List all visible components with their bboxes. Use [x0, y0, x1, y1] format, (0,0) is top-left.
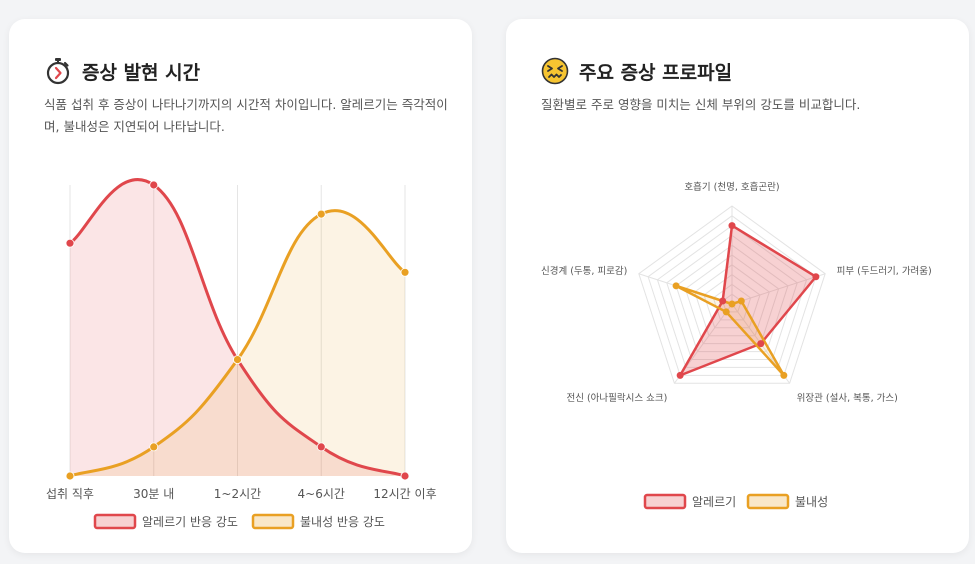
radar-grid-ring — [656, 224, 808, 368]
line-series-1 — [69, 178, 406, 478]
line-point[interactable] — [149, 442, 159, 452]
line-point[interactable] — [400, 471, 410, 481]
radar-axis-label: 위장관 (설사, 복통, 가스) — [797, 392, 898, 404]
line-point[interactable] — [233, 355, 242, 365]
stopwatch-icon — [46, 58, 70, 85]
x-tick-label: 4~6시간 — [298, 487, 345, 501]
radar-legend-item-2[interactable]: 불내성 — [746, 493, 828, 510]
line-point[interactable] — [400, 267, 410, 277]
radar-legend-item-1[interactable]: 알레르기 — [643, 493, 736, 510]
line-point[interactable] — [149, 180, 159, 190]
symptom-profile-card: 주요 증상 프로파일 질환별로 주로 영향을 미치는 신체 부위의 강도를 비교… — [506, 19, 969, 553]
line-point[interactable] — [65, 238, 75, 248]
confounded-face-icon — [541, 57, 569, 85]
onset-title-text: 증상 발현 시간 — [82, 61, 201, 84]
x-tick-label: 12시간 이후 — [373, 487, 436, 501]
line-area-series-2 — [70, 210, 405, 477]
radar-point[interactable] — [728, 300, 736, 308]
line-point[interactable] — [65, 471, 75, 481]
onset-card-title: 증상 발현 시간 — [44, 57, 200, 85]
line-series-2 — [69, 209, 406, 478]
radar-point[interactable] — [672, 282, 680, 290]
legend-label: 불내성 반응 강도 — [300, 515, 385, 529]
radar-point[interactable] — [719, 297, 727, 305]
onset-line-chart: 섭취 직후 30분 내 1~2시간 4~6시간 12시간 이후 알레르기 반응 강도 불내… — [46, 178, 437, 530]
radar-point[interactable] — [812, 273, 820, 281]
radar-grid-ring — [666, 234, 798, 360]
radar-axis-label: 피부 (두드러기, 가려움) — [837, 265, 932, 277]
symptom-onset-card: 증상 발현 시간 식품 섭취 후 증상이 나타나기까지의 시간적 차이입니다. … — [9, 19, 472, 553]
legend-swatch — [251, 513, 295, 530]
legend-swatch — [746, 493, 790, 510]
profile-card-title: 주요 증상 프로파일 — [541, 57, 732, 85]
x-tick-label: 1~2시간 — [214, 487, 261, 501]
line-point[interactable] — [316, 209, 326, 219]
radar-axis-label: 신경계 (두통, 피로감) — [541, 265, 627, 277]
radar-point[interactable] — [780, 371, 788, 379]
radar-grid-ring — [684, 254, 780, 345]
line-area-series-1 — [70, 179, 405, 476]
onset-description: 식품 섭취 후 증상이 나타나기까지의 시간적 차이입니다. 알레르기는 즉각적… — [44, 97, 448, 134]
radar-grid-ring — [694, 264, 770, 337]
radar-series-1 — [678, 224, 818, 377]
profile-description: 질환별로 주로 영향을 미치는 신체 부위의 강도를 비교합니다. — [541, 97, 861, 112]
radar-grid-ring — [703, 273, 761, 329]
radar-point[interactable] — [676, 371, 684, 379]
radar-point[interactable] — [728, 222, 736, 230]
x-tick-label: 30분 내 — [133, 487, 174, 501]
line-point[interactable] — [316, 442, 326, 452]
legend-label: 알레르기 반응 강도 — [142, 515, 238, 529]
radar-point[interactable] — [737, 297, 745, 305]
legend-swatch — [643, 493, 687, 510]
radar-point[interactable] — [722, 308, 730, 316]
legend-swatch — [93, 513, 137, 530]
profile-title-text: 주요 증상 프로파일 — [579, 61, 733, 84]
x-tick-label: 섭취 직후 — [46, 487, 94, 501]
radar-spoke — [731, 273, 826, 305]
legend-item-2[interactable]: 불내성 반응 강도 — [251, 513, 385, 530]
legend-item-1[interactable]: 알레르기 반응 강도 — [93, 513, 238, 530]
radar-axis-label: 호흡기 (천명, 호흡곤란) — [684, 181, 779, 193]
profile-radar-chart: 호흡기 (천명, 호흡곤란) 피부 (두드러기, 가려움) 위장관 (설사, 복통,… — [541, 181, 932, 510]
radar-point[interactable] — [757, 340, 765, 348]
radar-grid-ring — [638, 205, 826, 384]
radar-grid-ring — [647, 215, 817, 376]
radar-axis-label: 전신 (아나필락시스 쇼크) — [566, 392, 667, 404]
legend-label: 알레르기 — [692, 495, 736, 509]
radar-grid-ring — [675, 244, 789, 353]
legend-label: 불내성 — [795, 495, 828, 509]
